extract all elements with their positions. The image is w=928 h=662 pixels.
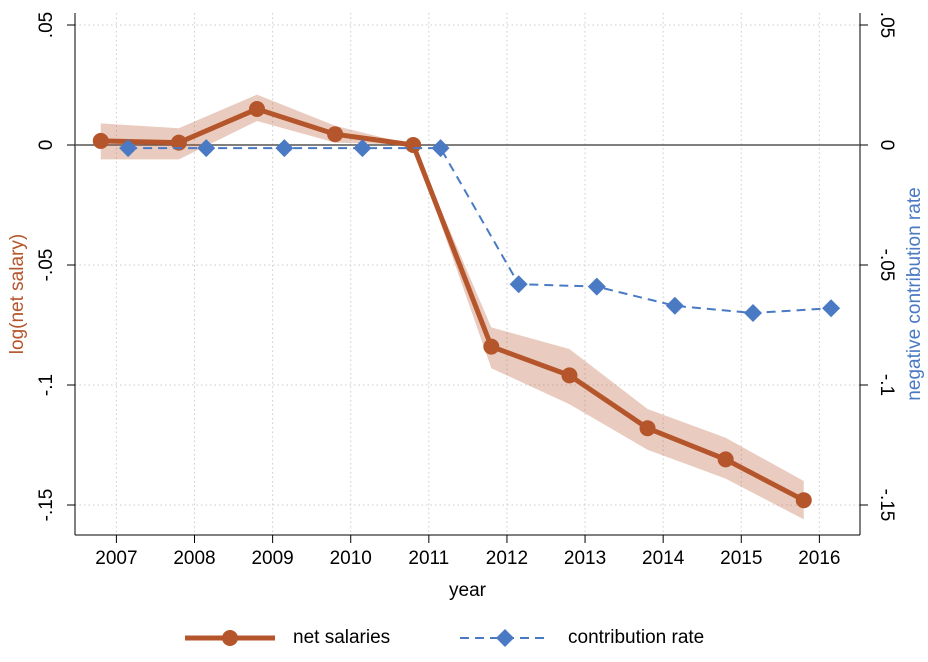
- data-point: [119, 139, 138, 158]
- data-point: [431, 139, 450, 158]
- data-point: [92, 132, 109, 149]
- x-tick-label: 2014: [642, 548, 685, 569]
- data-point: [405, 137, 422, 153]
- data-point: [795, 492, 812, 509]
- data-point: [587, 277, 606, 296]
- data-point: [353, 139, 372, 158]
- y-tick-label: -.05: [36, 249, 57, 282]
- data-point: [275, 139, 294, 158]
- legend-item: net salaries: [185, 627, 390, 648]
- x-axis-title: year: [449, 580, 487, 601]
- y2-tick-label: .05: [876, 12, 897, 38]
- data-point: [170, 134, 187, 151]
- data-point: [639, 420, 656, 437]
- x-tick-label: 2012: [486, 548, 528, 569]
- data-point: [248, 101, 265, 117]
- y2-tick-label: -.15: [876, 489, 897, 522]
- legend-label: contribution rate: [568, 627, 704, 648]
- x-tick-label: 2011: [408, 548, 449, 569]
- data-point: [561, 367, 578, 384]
- data-point: [717, 451, 734, 468]
- data-point: [822, 299, 841, 318]
- x-tick-label: 2013: [564, 548, 606, 569]
- y-tick-label: 0: [36, 140, 57, 151]
- x-tick-label: 2016: [798, 548, 840, 569]
- y2-axis-title: negative contribution rate: [904, 187, 925, 400]
- legend-item: contribution rate: [460, 627, 704, 648]
- x-tick-label: 2007: [95, 548, 137, 569]
- series-line: [100, 106, 805, 503]
- x-tick-label: 2009: [251, 548, 293, 569]
- data-point: [665, 296, 684, 315]
- y-tick-label: -.1: [36, 374, 57, 396]
- y2-tick-label: -.05: [876, 249, 897, 282]
- y-axis-title: log(net salary): [7, 234, 28, 354]
- y-tick-label: -.15: [36, 489, 57, 522]
- y-tick-label: .05: [36, 12, 57, 38]
- data-point: [197, 139, 216, 158]
- legend-marker: [496, 629, 514, 647]
- y2-tick-label: 0: [876, 140, 897, 151]
- data-point: [327, 126, 344, 143]
- data-point: [509, 275, 528, 294]
- y2-tick-label: -.1: [876, 374, 897, 396]
- data-point: [483, 338, 500, 355]
- legend-marker: [222, 630, 238, 646]
- x-tick-label: 2015: [720, 548, 762, 569]
- legend-label: net salaries: [293, 627, 390, 648]
- series-line: [128, 147, 832, 315]
- data-point: [743, 304, 762, 322]
- x-tick-label: 2008: [173, 548, 215, 569]
- x-tick-label: 2010: [330, 548, 372, 569]
